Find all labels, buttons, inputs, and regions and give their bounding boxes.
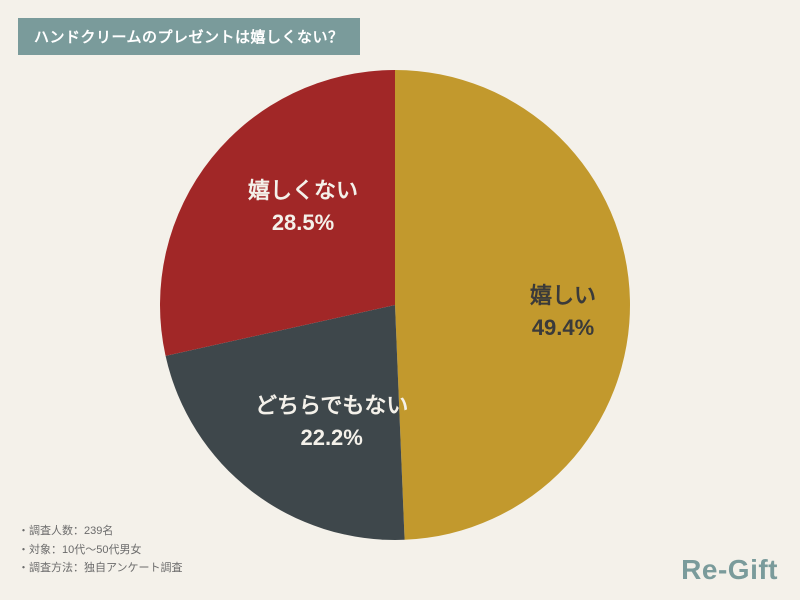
slice-label-name: どちらでもない (255, 390, 408, 422)
survey-meta-line: ・調査人数：239名 (18, 522, 183, 541)
slice-label-value: 28.5% (248, 207, 358, 239)
slice-label-name: 嬉しい (530, 280, 596, 312)
survey-meta-line: ・対象：10代～50代男女 (18, 541, 183, 560)
slice-label: どちらでもない22.2% (255, 390, 408, 454)
chart-container: ハンドクリームのプレゼントは嬉しくない？ 嬉しい49.4% どちらでもない22.2… (0, 0, 800, 600)
slice-label-name: 嬉しくない (248, 175, 358, 207)
chart-title: ハンドクリームのプレゼントは嬉しくない？ (18, 18, 360, 55)
slice-label: 嬉しい49.4% (530, 280, 596, 344)
brand-logo: Re-Gift (681, 554, 778, 586)
slice-label-value: 49.4% (530, 312, 596, 344)
slice-label: 嬉しくない28.5% (248, 175, 358, 239)
survey-meta: ・調査人数：239名・対象：10代～50代男女・調査方法：独自アンケート調査 (18, 522, 183, 578)
survey-meta-line: ・調査方法：独自アンケート調査 (18, 559, 183, 578)
slice-label-value: 22.2% (255, 422, 408, 454)
